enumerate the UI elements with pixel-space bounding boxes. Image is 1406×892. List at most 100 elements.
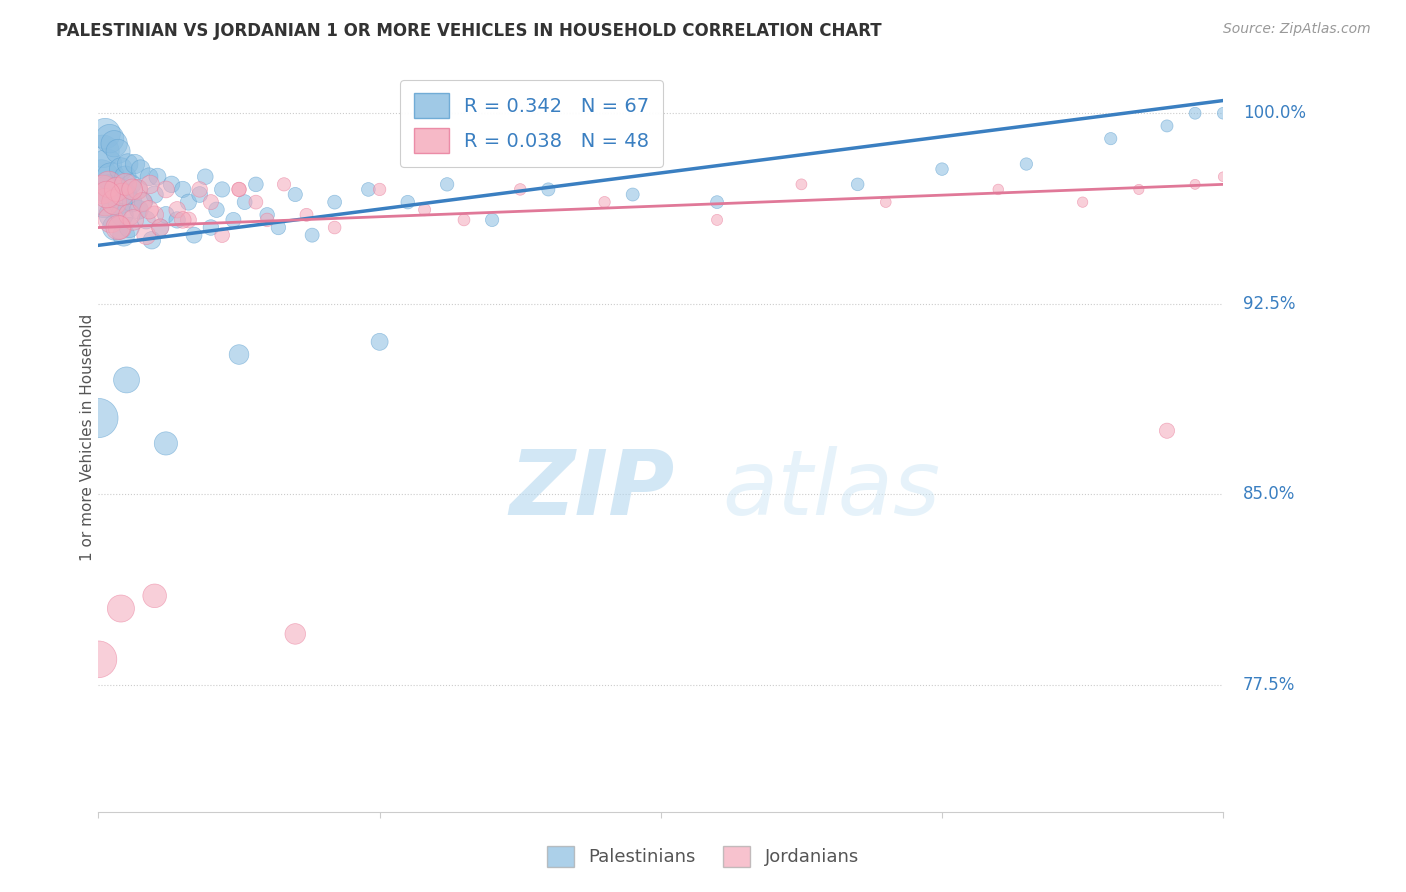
Text: Source: ZipAtlas.com: Source: ZipAtlas.com <box>1223 22 1371 37</box>
Point <box>107 145 129 159</box>
Point <box>143 187 166 202</box>
Point <box>706 213 728 227</box>
Point <box>97 178 120 192</box>
Point <box>91 182 114 196</box>
Point <box>211 228 233 243</box>
Point <box>91 145 114 159</box>
Point <box>200 195 222 210</box>
Point <box>135 213 157 227</box>
Point <box>97 182 120 196</box>
Point <box>1212 106 1234 120</box>
Point <box>177 213 200 227</box>
Point <box>155 208 177 222</box>
Point <box>115 187 138 202</box>
Point <box>94 127 117 141</box>
Point <box>141 233 163 247</box>
Point <box>87 652 110 666</box>
Point <box>846 178 869 192</box>
Point <box>267 220 290 235</box>
Point <box>138 169 160 184</box>
Point <box>593 195 616 210</box>
Point <box>149 220 172 235</box>
Point <box>188 187 211 202</box>
Point <box>135 228 157 243</box>
Point <box>222 213 245 227</box>
Point <box>1156 424 1178 438</box>
Point <box>183 228 205 243</box>
Point <box>111 208 134 222</box>
Point <box>1156 119 1178 133</box>
Point <box>110 601 132 615</box>
Legend: Palestinians, Jordanians: Palestinians, Jordanians <box>540 838 866 874</box>
Point <box>256 213 278 227</box>
Point <box>105 182 128 196</box>
Point <box>143 208 166 222</box>
Text: ZIP: ZIP <box>509 445 675 533</box>
Point <box>118 220 141 235</box>
Point <box>131 195 153 210</box>
Point <box>114 178 136 192</box>
Point <box>245 178 267 192</box>
Point <box>1184 106 1206 120</box>
Point <box>1071 195 1094 210</box>
Point <box>1128 182 1150 196</box>
Point <box>127 182 149 196</box>
Point <box>228 347 250 361</box>
Point <box>128 202 150 217</box>
Point <box>114 169 136 184</box>
Point <box>205 202 228 217</box>
Point <box>155 182 177 196</box>
Point <box>166 202 188 217</box>
Point <box>108 195 131 210</box>
Point <box>149 220 172 235</box>
Point <box>931 162 953 177</box>
Point <box>111 187 134 202</box>
Point <box>139 178 162 192</box>
Point <box>413 202 436 217</box>
Point <box>101 208 124 222</box>
Point <box>396 195 419 210</box>
Text: 92.5%: 92.5% <box>1243 294 1295 313</box>
Point <box>509 182 531 196</box>
Point <box>155 436 177 450</box>
Point <box>100 169 122 184</box>
Point <box>301 228 323 243</box>
Point <box>94 195 117 210</box>
Point <box>121 182 143 196</box>
Point <box>256 208 278 222</box>
Point <box>146 169 169 184</box>
Point <box>166 213 188 227</box>
Point <box>172 213 194 227</box>
Point <box>200 220 222 235</box>
Point <box>107 220 129 235</box>
Point <box>177 195 200 210</box>
Text: PALESTINIAN VS JORDANIAN 1 OR MORE VEHICLES IN HOUSEHOLD CORRELATION CHART: PALESTINIAN VS JORDANIAN 1 OR MORE VEHIC… <box>56 22 882 40</box>
Point <box>273 178 295 192</box>
Point <box>117 157 139 171</box>
Point <box>233 195 256 210</box>
Point <box>87 411 110 425</box>
Y-axis label: 1 or more Vehicles in Household: 1 or more Vehicles in Household <box>80 313 94 561</box>
Point <box>121 195 143 210</box>
Point <box>98 131 121 145</box>
Point <box>228 182 250 196</box>
Point <box>138 202 160 217</box>
Point <box>96 187 118 202</box>
Text: 100.0%: 100.0% <box>1243 104 1306 122</box>
Point <box>481 213 503 227</box>
Point <box>122 213 145 227</box>
Point <box>129 162 152 177</box>
Point <box>110 162 132 177</box>
Text: 77.5%: 77.5% <box>1243 676 1295 694</box>
Point <box>93 195 115 210</box>
Point <box>108 220 131 235</box>
Point <box>118 208 141 222</box>
Point <box>357 182 380 196</box>
Point <box>323 195 346 210</box>
Text: 85.0%: 85.0% <box>1243 485 1295 503</box>
Point <box>453 213 475 227</box>
Point <box>211 182 233 196</box>
Point <box>105 182 128 196</box>
Point <box>160 178 183 192</box>
Point <box>96 157 118 171</box>
